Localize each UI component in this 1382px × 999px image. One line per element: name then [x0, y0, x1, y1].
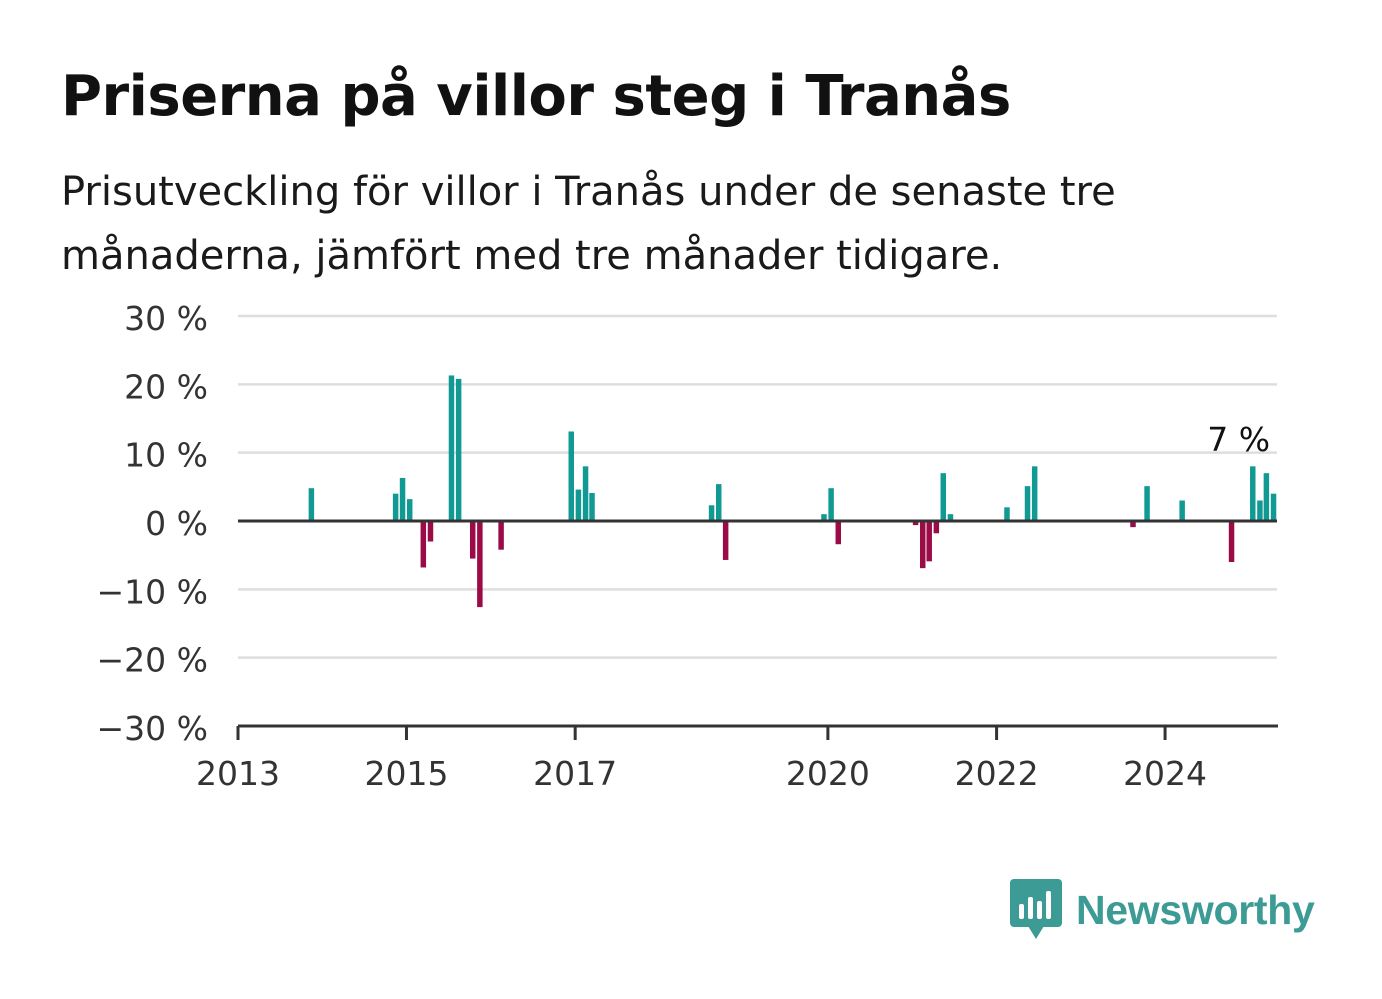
labels: 30 % 20 % 10 % 0 % −10 % −20 % −30 % 2013 2015 20…	[97, 299, 1271, 793]
x-tick-label: 2024	[1123, 754, 1207, 793]
bar	[1263, 473, 1270, 521]
brand-logo: Newsworthy	[1010, 878, 1315, 942]
bar	[589, 492, 595, 521]
bar	[828, 488, 834, 521]
bars	[308, 375, 1277, 608]
bar	[406, 499, 413, 521]
bar	[477, 521, 483, 608]
bar	[399, 477, 406, 521]
bar	[498, 521, 504, 550]
x-tick-label: 2020	[786, 754, 870, 793]
bar	[448, 375, 455, 521]
y-tick-label: 20 %	[124, 367, 208, 406]
bar	[933, 521, 940, 534]
bar	[455, 378, 462, 521]
bar	[1250, 466, 1256, 521]
bar	[940, 473, 947, 521]
bar	[821, 514, 827, 521]
bar	[1179, 500, 1185, 521]
y-tick-label: 30 %	[124, 299, 208, 338]
newsworthy-logo-icon	[1010, 879, 1062, 939]
bar	[420, 521, 427, 568]
y-tick-label: −30 %	[97, 709, 209, 748]
bar	[1257, 500, 1263, 521]
annotation-label: 7 %	[1207, 420, 1270, 459]
y-tick-label: −20 %	[97, 641, 209, 680]
bar	[926, 521, 932, 562]
bar	[722, 521, 729, 560]
bar	[920, 521, 926, 569]
page-title: Priserna på villor steg i Tranås	[61, 64, 1011, 129]
x-tick-label: 2022	[955, 754, 1039, 793]
bar	[308, 488, 315, 521]
bar	[1130, 521, 1136, 528]
bar	[715, 484, 722, 521]
bar	[1004, 507, 1010, 521]
bar	[947, 514, 954, 521]
bar	[392, 493, 399, 521]
y-tick-label: 0 %	[145, 504, 208, 543]
x-tick-label: 2015	[364, 754, 448, 793]
bar	[427, 521, 434, 542]
y-tick-label: 10 %	[124, 436, 208, 475]
bar	[1024, 486, 1031, 521]
bar	[582, 466, 589, 521]
axes	[236, 519, 1278, 740]
y-tick-label: −10 %	[97, 572, 209, 611]
bar	[1270, 493, 1277, 521]
x-tick-label: 2017	[533, 754, 617, 793]
bar	[708, 505, 715, 521]
bar	[568, 431, 574, 521]
brand-name: Newsworthy	[1076, 886, 1315, 933]
bar	[1228, 521, 1235, 562]
bar	[1031, 466, 1038, 521]
bar	[835, 521, 842, 545]
grid-lines	[238, 314, 1277, 659]
page-subtitle: Prisutveckling för villor i Tranås under…	[61, 169, 1116, 279]
bar	[469, 521, 476, 559]
bar	[1144, 486, 1150, 521]
bar	[912, 521, 919, 526]
x-tick-label: 2013	[196, 754, 280, 793]
bar	[575, 489, 582, 521]
